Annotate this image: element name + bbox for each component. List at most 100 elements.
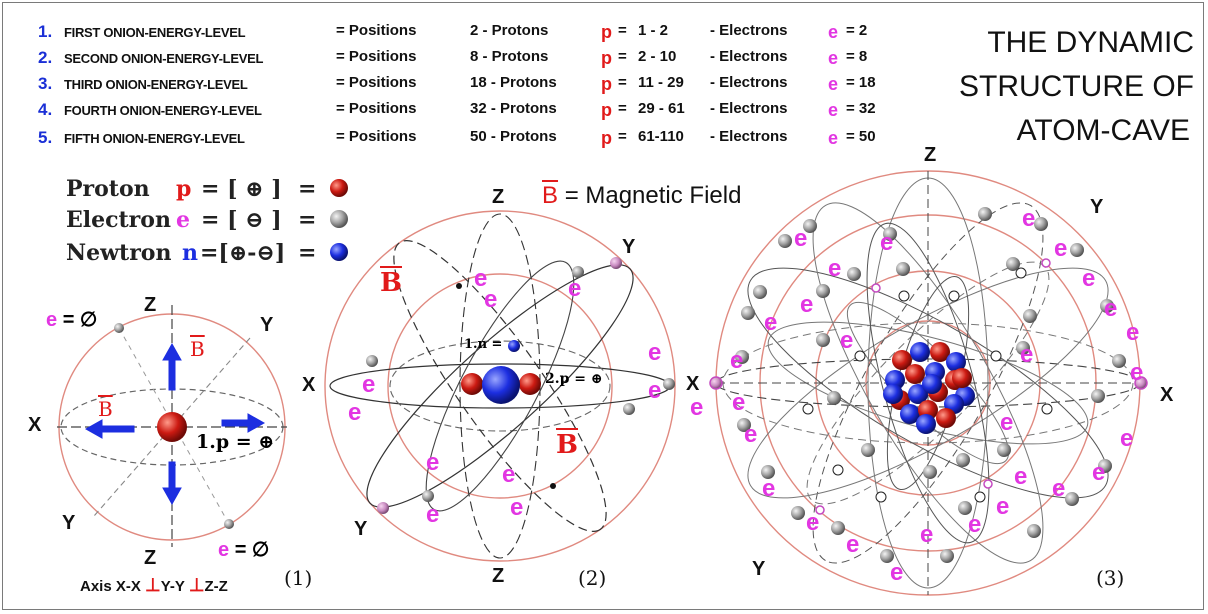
fig3-electron bbox=[923, 465, 937, 479]
legend-newtron-symbol: n bbox=[182, 240, 198, 266]
fig3-electron bbox=[761, 465, 775, 479]
electron-e-label: e bbox=[880, 229, 893, 256]
energy-level-eq2: = 32 bbox=[846, 100, 876, 117]
electron-e-label: e bbox=[840, 327, 853, 354]
axis-note-zz: Z-Z bbox=[204, 578, 228, 595]
energy-level-eq1: = bbox=[618, 22, 627, 39]
fig2-newtron bbox=[482, 366, 520, 404]
energy-level-num: 1. bbox=[38, 22, 53, 41]
legend-electron-ball bbox=[330, 210, 348, 228]
fig3-position-marker bbox=[802, 403, 814, 415]
fig2-caption: (2) bbox=[578, 566, 607, 590]
fig3-electron bbox=[737, 418, 751, 432]
electron-e-label: e bbox=[1126, 319, 1139, 346]
electron-e-label: e bbox=[484, 286, 497, 313]
fig1-y-bottom-label: Y bbox=[62, 512, 76, 534]
fig2-electron bbox=[572, 266, 584, 278]
electron-e-label: e bbox=[1014, 463, 1027, 490]
electron-e-label: e bbox=[828, 255, 841, 282]
fig2-b-bottom: B bbox=[556, 430, 578, 460]
fig3-pole-electron bbox=[983, 479, 993, 489]
fig3-electron bbox=[1112, 354, 1126, 368]
electron-e-label: e bbox=[764, 309, 777, 336]
energy-level-positions: 2 - Protons bbox=[470, 22, 549, 39]
electron-e-label: e bbox=[348, 399, 361, 426]
fig3-electron bbox=[816, 333, 830, 347]
fig3-electron bbox=[1034, 217, 1048, 231]
electron-e-label: e bbox=[1022, 205, 1035, 232]
electron-e-label: e bbox=[1130, 359, 1143, 386]
perpendicular-symbol: ⊥ bbox=[188, 575, 205, 595]
legend-newtron-word: Newtron bbox=[66, 240, 172, 266]
energy-level-e: e bbox=[828, 74, 839, 94]
energy-level-eq2: = 8 bbox=[846, 48, 868, 65]
fig3-electron bbox=[956, 453, 970, 467]
fig1-electron-top bbox=[114, 323, 124, 333]
fig2-electron bbox=[422, 490, 434, 502]
fig3-nucleus bbox=[883, 342, 975, 434]
energy-level-name: FOURTH ONION-ENERGY-LEVEL bbox=[64, 103, 262, 118]
fig3-pole-electron bbox=[709, 376, 723, 390]
energy-level-protons: 11 - 29 bbox=[638, 74, 684, 91]
fig2-inner-shell bbox=[387, 273, 613, 499]
energy-level-elec-label: - Electrons bbox=[710, 100, 788, 117]
energy-level-name: THIRD ONION-ENERGY-LEVEL bbox=[64, 77, 248, 92]
fig3-electron bbox=[778, 234, 792, 248]
electron-e-label: e bbox=[648, 377, 661, 404]
legend-proton-ball bbox=[330, 179, 348, 197]
fig3-newtron bbox=[900, 404, 920, 424]
fig1-e-top-symbol: e bbox=[46, 309, 58, 331]
fig3-electron bbox=[880, 549, 894, 563]
fig1-e-bottom-value: = ∅ bbox=[234, 539, 270, 561]
electron-e-label: e bbox=[648, 339, 661, 366]
fig3-electron bbox=[1065, 492, 1079, 506]
fig3-position-marker bbox=[854, 350, 866, 362]
fig1-e-top: e = ∅ bbox=[46, 307, 97, 332]
energy-level-elec-label: - Electrons bbox=[710, 22, 788, 39]
fig1-z-bottom-label: Z bbox=[144, 547, 157, 569]
fig3-electron bbox=[831, 521, 845, 535]
fig1-x-label: X bbox=[28, 414, 42, 436]
fig3-electron bbox=[1027, 524, 1041, 538]
fig2-proton-right bbox=[519, 373, 541, 395]
fig3-position-marker bbox=[948, 290, 960, 302]
energy-level-eq2: = 50 bbox=[846, 128, 876, 145]
figure-3 bbox=[709, 170, 1148, 596]
figure-2 bbox=[324, 210, 676, 562]
electron-e-label: e bbox=[800, 291, 813, 318]
fig3-electron bbox=[1023, 309, 1037, 323]
energy-level-num: 2. bbox=[38, 48, 53, 67]
energy-level-e: e bbox=[828, 22, 839, 42]
fig1-e-bottom: e = ∅ bbox=[218, 537, 269, 562]
fig1-proton-label: 1.p = ⊕ bbox=[196, 431, 275, 453]
fig1-b-left: B bbox=[98, 397, 113, 421]
fig3-electron bbox=[791, 506, 805, 520]
fig1-z-top-label: Z bbox=[144, 294, 157, 316]
fig3-electron bbox=[803, 219, 817, 233]
legend-electron-symbol: e bbox=[176, 207, 190, 233]
fig3-proton bbox=[930, 342, 950, 362]
legend-proton-symbol: p bbox=[176, 176, 192, 202]
electron-e-label: e bbox=[1052, 475, 1065, 502]
energy-level-elec-label: - Electrons bbox=[710, 74, 788, 91]
legend-electron-formula: = [ ⊖ ] bbox=[201, 207, 282, 233]
energy-level-p: p bbox=[601, 22, 612, 42]
fig1-b-top: B bbox=[190, 337, 205, 361]
energy-level-positions: 8 - Protons bbox=[470, 48, 549, 65]
electron-e-label: e bbox=[806, 509, 819, 536]
magnetic-field-note: B = Magnetic Field bbox=[542, 182, 741, 210]
fig2-inner-equator bbox=[389, 340, 611, 432]
electron-e-label: e bbox=[1020, 341, 1033, 368]
fig3-electron bbox=[861, 443, 875, 457]
legend-proton-eq: = bbox=[298, 176, 317, 202]
fig3-electron bbox=[816, 284, 830, 298]
fig3-electron bbox=[741, 306, 755, 320]
fig3-electron bbox=[753, 285, 767, 299]
fig2-electron-pole bbox=[377, 502, 389, 514]
fig3-orbit bbox=[747, 267, 1109, 499]
fig3-pole-electron bbox=[871, 283, 881, 293]
electron-e-label: e bbox=[1082, 265, 1095, 292]
electron-e-label: e bbox=[968, 511, 981, 538]
fig3-electron bbox=[997, 443, 1011, 457]
energy-level-positions-label: = Positions bbox=[336, 100, 417, 117]
